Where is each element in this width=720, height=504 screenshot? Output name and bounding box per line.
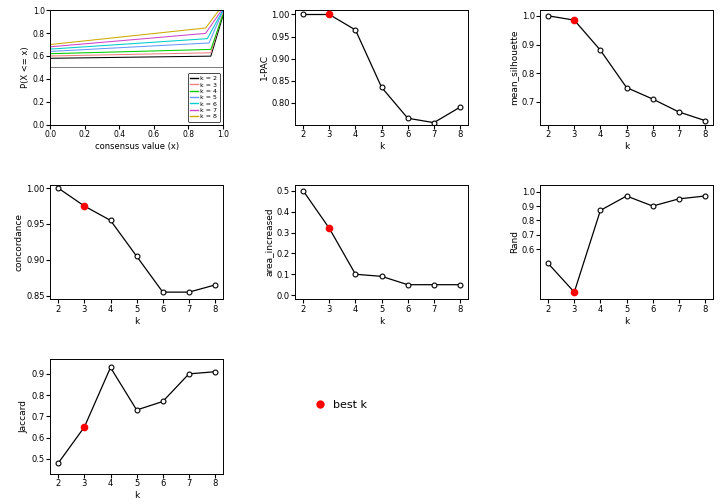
X-axis label: k: k	[624, 317, 629, 326]
X-axis label: k: k	[379, 317, 384, 326]
X-axis label: consensus value (x): consensus value (x)	[94, 142, 179, 151]
Y-axis label: 1-PAC: 1-PAC	[259, 54, 269, 81]
X-axis label: k: k	[134, 317, 139, 326]
Legend: k = 2, k = 3, k = 4, k = 5, k = 6, k = 7, k = 8: k = 2, k = 3, k = 4, k = 5, k = 6, k = 7…	[188, 74, 220, 122]
Y-axis label: concordance: concordance	[14, 213, 24, 271]
X-axis label: k: k	[134, 491, 139, 500]
Y-axis label: P(X <= x): P(X <= x)	[21, 47, 30, 88]
Y-axis label: mean_silhouette: mean_silhouette	[510, 30, 518, 105]
Y-axis label: Rand: Rand	[510, 230, 518, 254]
Y-axis label: area_increased: area_increased	[265, 208, 274, 276]
X-axis label: k: k	[624, 142, 629, 151]
Y-axis label: Jaccard: Jaccard	[20, 400, 29, 433]
X-axis label: k: k	[379, 142, 384, 151]
Legend: best k: best k	[310, 394, 372, 415]
